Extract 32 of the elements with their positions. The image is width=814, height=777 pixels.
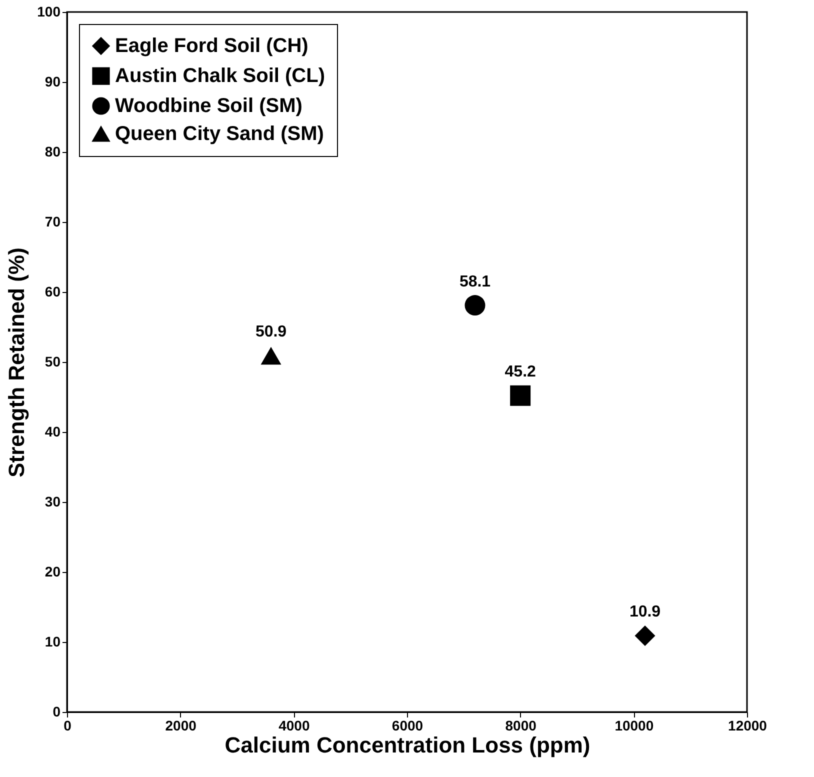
y-tick-label: 0 bbox=[52, 704, 61, 720]
data-label: 50.9 bbox=[255, 324, 287, 341]
y-tick-label: 20 bbox=[44, 564, 61, 580]
point bbox=[260, 346, 282, 365]
y-tick-label: 10 bbox=[44, 634, 61, 650]
data-label: 10.9 bbox=[629, 604, 661, 621]
y-tick-label: 60 bbox=[44, 284, 61, 300]
x-tick-label: 6000 bbox=[392, 718, 424, 734]
data-label: 45.2 bbox=[504, 364, 536, 381]
point bbox=[634, 625, 656, 646]
x-tick-label: 12000 bbox=[728, 718, 768, 734]
y-tick-label: 80 bbox=[44, 144, 61, 160]
y-axis-title: Strength Retained (%) bbox=[4, 248, 30, 478]
x-tick-label: 2000 bbox=[165, 718, 197, 734]
y-tick-label: 70 bbox=[44, 214, 61, 230]
y-tick-label: 30 bbox=[44, 494, 61, 510]
x-tick-label: 10000 bbox=[614, 718, 654, 734]
y-tick-label: 50 bbox=[44, 354, 61, 370]
legend-label: Austin Chalk Soil (CL) bbox=[115, 65, 325, 87]
y-tick-label: 40 bbox=[44, 424, 61, 440]
legend-label: Eagle Ford Soil (CH) bbox=[115, 35, 308, 57]
point bbox=[510, 385, 531, 406]
legend-label: Queen City Sand (SM) bbox=[115, 123, 324, 145]
x-axis-title: Calcium Concentration Loss (ppm) bbox=[224, 732, 590, 758]
x-tick-label: 4000 bbox=[278, 718, 310, 734]
data-label: 58.1 bbox=[459, 273, 491, 290]
y-tick-label: 90 bbox=[44, 74, 61, 90]
x-tick-label: 8000 bbox=[505, 718, 537, 734]
legend-label: Woodbine Soil (SM) bbox=[115, 95, 302, 117]
x-tick-label: 0 bbox=[64, 718, 72, 734]
y-tick-label: 100 bbox=[37, 4, 61, 20]
point bbox=[464, 295, 486, 316]
